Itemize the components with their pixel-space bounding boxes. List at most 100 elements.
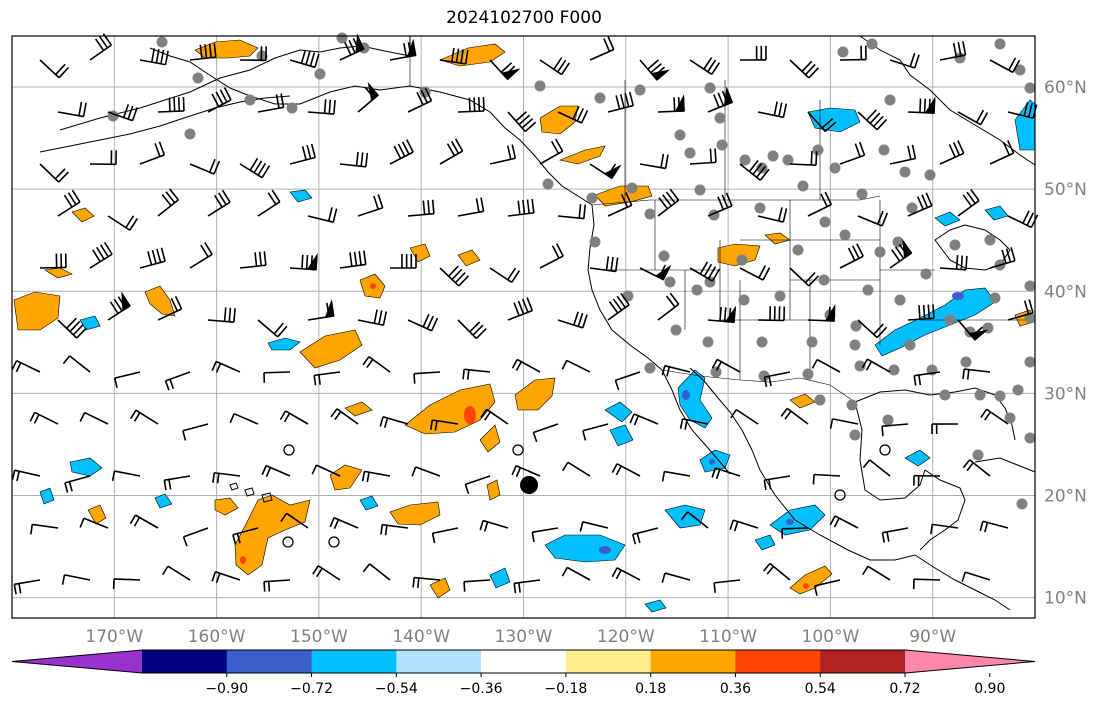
wind-barb xyxy=(163,475,191,491)
wind-barb xyxy=(862,459,891,477)
colorbar-segment xyxy=(481,650,567,673)
wind-barb xyxy=(763,475,791,491)
station-dot xyxy=(694,184,706,196)
contour-cyan xyxy=(359,495,379,511)
wind-barb xyxy=(614,371,641,391)
wind-barb xyxy=(889,238,913,269)
station-dot xyxy=(782,154,794,166)
wind-barb xyxy=(961,571,991,582)
station-dot xyxy=(716,139,728,151)
station-dot xyxy=(756,162,768,174)
wind-barb xyxy=(589,36,615,61)
wind-barb xyxy=(479,519,509,532)
wind-barb xyxy=(707,305,737,324)
wind-barb xyxy=(839,141,866,165)
station-dot xyxy=(244,94,256,106)
coastline-hawaii xyxy=(229,482,239,491)
wind-barb xyxy=(361,470,391,483)
wind-barb xyxy=(913,474,941,486)
station-dot xyxy=(899,166,911,178)
wind-barb xyxy=(239,251,267,269)
colorbar-segment xyxy=(735,650,821,673)
longitude-label: 90°W xyxy=(909,627,956,647)
contour-orange xyxy=(539,105,579,135)
wind-barb xyxy=(561,461,591,477)
station-dot xyxy=(806,336,818,348)
coastline-gulf xyxy=(854,401,926,501)
station-dot xyxy=(884,94,896,106)
contour-orange xyxy=(389,501,441,526)
wind-barb xyxy=(57,317,88,339)
wind-barb xyxy=(389,38,417,61)
wind-barb xyxy=(189,43,217,61)
colorbar-tick-label: −0.18 xyxy=(544,681,587,697)
coastline-alaska xyxy=(59,36,411,131)
wind-barb xyxy=(11,469,41,482)
wind-barb xyxy=(539,57,571,76)
wind-barb xyxy=(57,189,81,217)
wind-barb xyxy=(211,360,241,373)
wind-barb xyxy=(480,408,509,425)
wind-barb xyxy=(907,304,935,321)
wind-barb xyxy=(457,197,485,217)
wind-barb xyxy=(312,565,341,581)
wind-barb xyxy=(889,144,917,165)
station-dot xyxy=(704,82,716,94)
wind-barb xyxy=(362,356,391,373)
station-dot xyxy=(184,128,196,140)
contour-orange xyxy=(44,267,73,279)
wind-barb xyxy=(611,567,641,581)
wind-barb xyxy=(463,579,491,592)
wind-barb xyxy=(531,527,559,543)
wind-barb xyxy=(689,261,721,282)
wind-barb xyxy=(812,473,841,485)
station-dot xyxy=(644,208,656,220)
station-dot xyxy=(1024,356,1036,368)
wind-barb xyxy=(857,109,888,131)
wind-barb xyxy=(89,150,117,166)
contour-blue xyxy=(952,292,964,300)
wind-barb xyxy=(881,527,909,543)
wind-barb xyxy=(739,265,771,281)
wind-barb xyxy=(711,467,741,480)
colorbar-tick-label: −0.72 xyxy=(290,681,333,697)
colorbar-segment xyxy=(226,650,313,673)
wind-barb xyxy=(939,140,965,165)
wind-barb xyxy=(561,566,591,581)
calm-station-marker xyxy=(512,444,524,456)
station-dot xyxy=(756,336,768,348)
wind-barb xyxy=(189,158,221,175)
contour-blue xyxy=(786,519,794,525)
wind-barb xyxy=(113,371,141,389)
wind-barb xyxy=(539,138,564,165)
wind-barb xyxy=(639,59,671,81)
wind-barb xyxy=(311,464,341,477)
station-dot xyxy=(774,290,786,302)
wind-barb xyxy=(129,409,159,425)
calm-station-marker xyxy=(282,536,294,548)
station-dot xyxy=(874,246,886,258)
wind-barb xyxy=(411,466,441,477)
contour-cyan xyxy=(39,487,55,505)
wind-barb xyxy=(907,192,933,217)
colorbar-segment xyxy=(142,650,228,673)
wind-barb xyxy=(557,106,589,124)
wind-barb xyxy=(157,295,183,321)
wind-barb xyxy=(957,109,989,126)
wind-barb xyxy=(489,59,521,81)
contour-cyan xyxy=(699,449,731,473)
wind-barb xyxy=(607,192,633,217)
wind-barb xyxy=(781,527,809,539)
station-dot xyxy=(960,356,972,368)
wind-barb xyxy=(757,101,788,119)
longitude-label: 140°W xyxy=(392,627,450,647)
wind-barb xyxy=(431,527,459,544)
wind-barb xyxy=(713,579,741,593)
station-dot xyxy=(854,360,866,372)
wind-barb xyxy=(13,579,41,595)
station-dot xyxy=(156,36,168,48)
wind-barb xyxy=(289,143,316,165)
wind-barb xyxy=(807,304,836,322)
storm-center-marker xyxy=(520,476,538,494)
